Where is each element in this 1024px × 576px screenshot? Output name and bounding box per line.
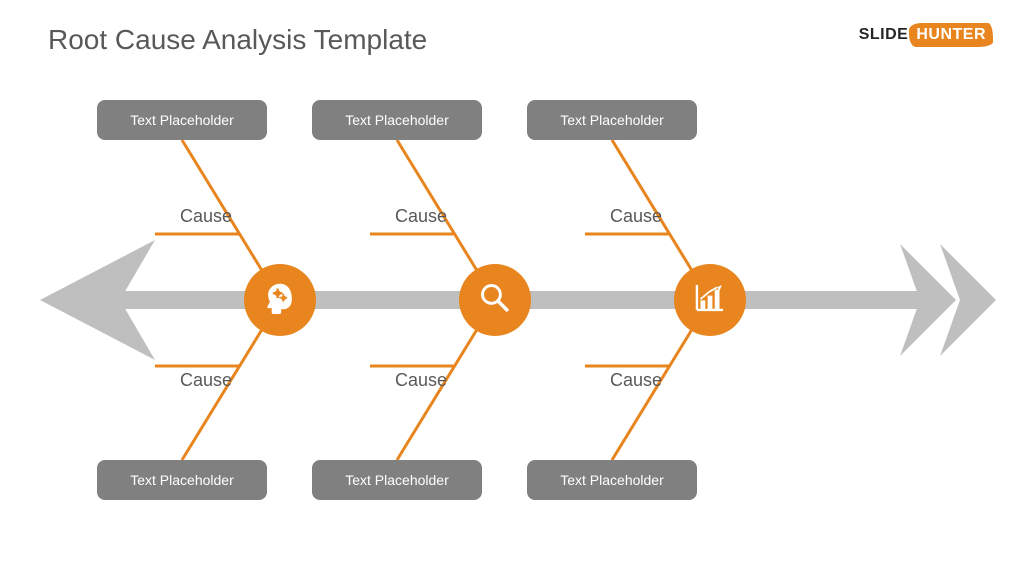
placeholder-bottom-3[interactable]: Text Placeholder xyxy=(527,460,697,500)
magnifier-icon xyxy=(476,279,514,322)
node-1[interactable] xyxy=(244,264,316,336)
node-3[interactable] xyxy=(674,264,746,336)
placeholder-bottom-2[interactable]: Text Placeholder xyxy=(312,460,482,500)
cause-label-bottom-2: Cause xyxy=(395,370,447,391)
cause-label-bottom-1: Cause xyxy=(180,370,232,391)
placeholder-top-1[interactable]: Text Placeholder xyxy=(97,100,267,140)
cause-label-top-2: Cause xyxy=(395,206,447,227)
cause-label-top-1: Cause xyxy=(180,206,232,227)
fishbone-diagram: Text Placeholder Text Placeholder Cause Cau… xyxy=(0,0,1024,576)
head-gears-icon xyxy=(261,279,299,322)
placeholder-bottom-1[interactable]: Text Placeholder xyxy=(97,460,267,500)
placeholder-top-2[interactable]: Text Placeholder xyxy=(312,100,482,140)
placeholder-top-3[interactable]: Text Placeholder xyxy=(527,100,697,140)
node-2[interactable] xyxy=(459,264,531,336)
cause-label-top-3: Cause xyxy=(610,206,662,227)
bar-chart-icon xyxy=(691,279,729,322)
cause-label-bottom-3: Cause xyxy=(610,370,662,391)
